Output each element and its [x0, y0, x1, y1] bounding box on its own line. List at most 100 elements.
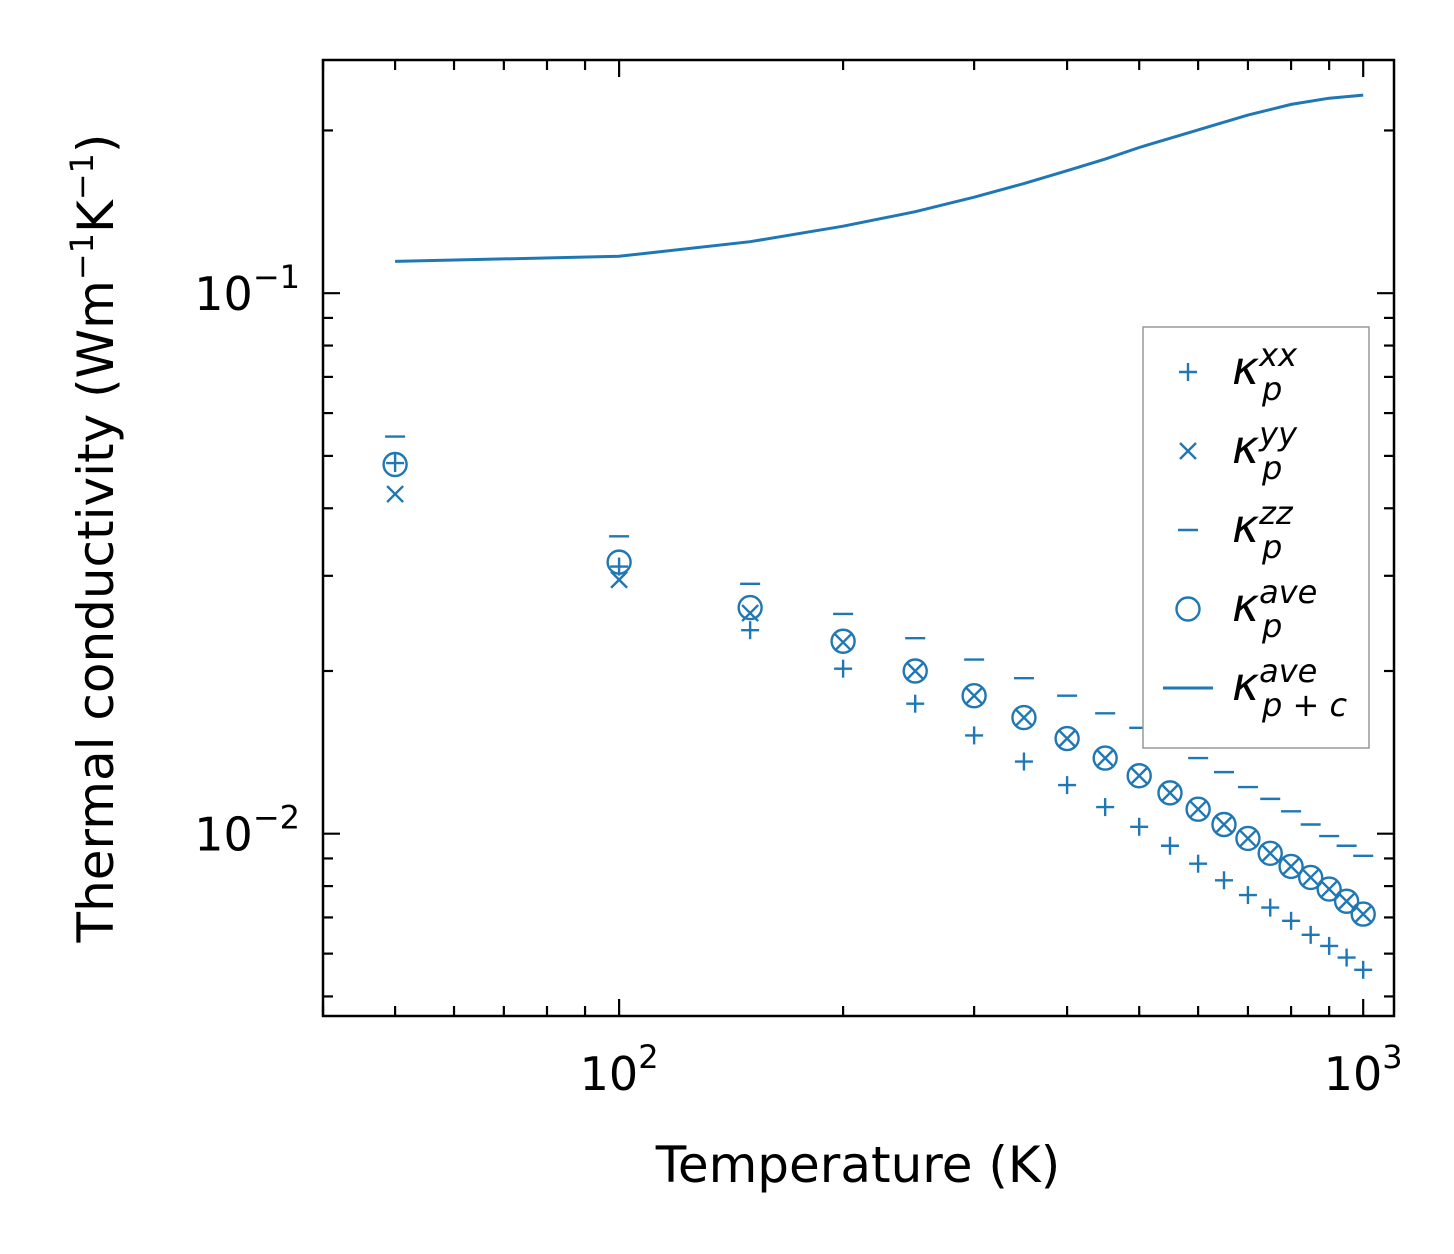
legend-superscript: xx	[1258, 336, 1298, 374]
data-point	[965, 686, 983, 705]
data-point	[1215, 815, 1233, 834]
data-point	[1157, 780, 1183, 806]
legend-symbol: κ	[1232, 578, 1259, 632]
data-point	[961, 683, 987, 709]
data-point	[1054, 725, 1080, 752]
legend-label: κzz p	[1232, 494, 1294, 566]
data-point	[1189, 854, 1208, 873]
x-tick-base: 10	[580, 1047, 639, 1101]
data-point	[1189, 800, 1207, 819]
data-point	[1320, 936, 1339, 955]
data-point	[1214, 871, 1233, 890]
legend-symbol: κ	[1232, 657, 1259, 711]
y-axis-label-main: Thermal conductivity (Wm	[67, 280, 125, 943]
legend-label: κave p	[1232, 573, 1317, 645]
y-tick-exp: −1	[253, 258, 300, 296]
series-ave-line	[395, 93, 1364, 263]
y-tick-base: 10	[194, 808, 253, 862]
legend-subscript: p	[1261, 370, 1282, 408]
legend-symbol: κ	[1232, 420, 1259, 474]
legend-label: κave p + c	[1232, 652, 1347, 724]
x-tick-exp: 2	[638, 1038, 658, 1076]
y-axis-label: Thermal conductivity (Wm−1K−1)	[63, 134, 125, 944]
data-point	[386, 485, 404, 503]
y-axis-label-end: )	[67, 134, 125, 154]
legend-entry: κxx p	[1179, 336, 1298, 408]
legend-subscript: p	[1261, 449, 1282, 487]
data-point	[1011, 704, 1037, 731]
legend-subscript: p	[1261, 528, 1282, 566]
data-point	[1257, 840, 1283, 866]
data-point	[386, 454, 405, 473]
data-point	[902, 658, 928, 684]
data-point	[1282, 857, 1300, 876]
data-point	[1301, 868, 1320, 887]
legend-entry: κzz p	[1178, 494, 1294, 566]
legend-symbol: κ	[1232, 341, 1259, 395]
legend-superscript: ave	[1259, 573, 1317, 611]
series-layer	[382, 93, 1376, 979]
data-point	[1261, 898, 1280, 917]
legend-marker	[1179, 363, 1197, 381]
data-point	[1092, 745, 1118, 771]
x-tick-label: 102	[580, 1038, 659, 1101]
legend-entry: κyy p	[1179, 415, 1298, 487]
data-point	[1211, 811, 1237, 838]
legend-entry: κave p	[1175, 573, 1317, 645]
legend-subscript: p + c	[1261, 686, 1347, 724]
data-point	[1126, 763, 1152, 789]
legend-entry: κave p + c	[1163, 652, 1347, 724]
data-point	[1015, 708, 1033, 727]
data-point	[965, 726, 984, 745]
axis-ticks	[321, 60, 1394, 1016]
data-point	[1058, 729, 1076, 748]
x-tick-label: 103	[1324, 1038, 1403, 1101]
data-point	[1278, 853, 1304, 880]
data-point	[1235, 825, 1261, 852]
data-point	[834, 659, 853, 678]
legend-superscript: zz	[1258, 494, 1294, 532]
data-point	[1161, 784, 1179, 802]
legend-marker	[1175, 596, 1201, 622]
y-tick-labels: 10−110−2	[194, 258, 300, 862]
legend-frame	[1142, 326, 1370, 749]
series-yy	[386, 485, 1373, 923]
legend-symbol: κ	[1232, 499, 1259, 553]
data-point	[906, 694, 925, 713]
data-point	[1058, 776, 1077, 795]
data-point	[1014, 752, 1033, 771]
data-point	[1354, 960, 1373, 979]
data-point	[606, 549, 632, 575]
legend-label: κyy p	[1232, 415, 1298, 487]
y-axis-label-mid: K	[67, 199, 125, 233]
data-point	[1350, 901, 1376, 927]
y-tick-exp: −2	[253, 799, 300, 837]
y-tick-base: 10	[194, 267, 253, 321]
data-point	[1316, 876, 1342, 902]
data-point	[1354, 905, 1373, 923]
data-point	[830, 628, 856, 654]
legend-superscript: ave	[1259, 652, 1317, 690]
data-point	[382, 451, 408, 478]
data-point	[1320, 880, 1339, 898]
legend-superscript: yy	[1258, 415, 1298, 453]
legend-subscript: p	[1261, 607, 1282, 645]
data-point	[1130, 766, 1149, 785]
data-point	[1161, 836, 1180, 855]
data-point	[610, 570, 628, 589]
x-axis-label: Temperature (K)	[655, 1136, 1060, 1194]
data-point	[1130, 817, 1149, 836]
x-tick-exp: 3	[1382, 1038, 1402, 1076]
y-axis-label-exp1: −1	[63, 233, 101, 280]
data-point	[1337, 892, 1356, 911]
data-point	[741, 621, 760, 640]
data-point	[1096, 749, 1115, 767]
x-tick-base: 10	[1324, 1047, 1383, 1101]
data-point	[1297, 864, 1324, 891]
y-tick-label: 10−1	[194, 258, 300, 321]
data-point	[834, 633, 852, 652]
data-point	[1261, 844, 1280, 863]
data-point	[1333, 888, 1360, 914]
data-point	[1239, 829, 1257, 848]
